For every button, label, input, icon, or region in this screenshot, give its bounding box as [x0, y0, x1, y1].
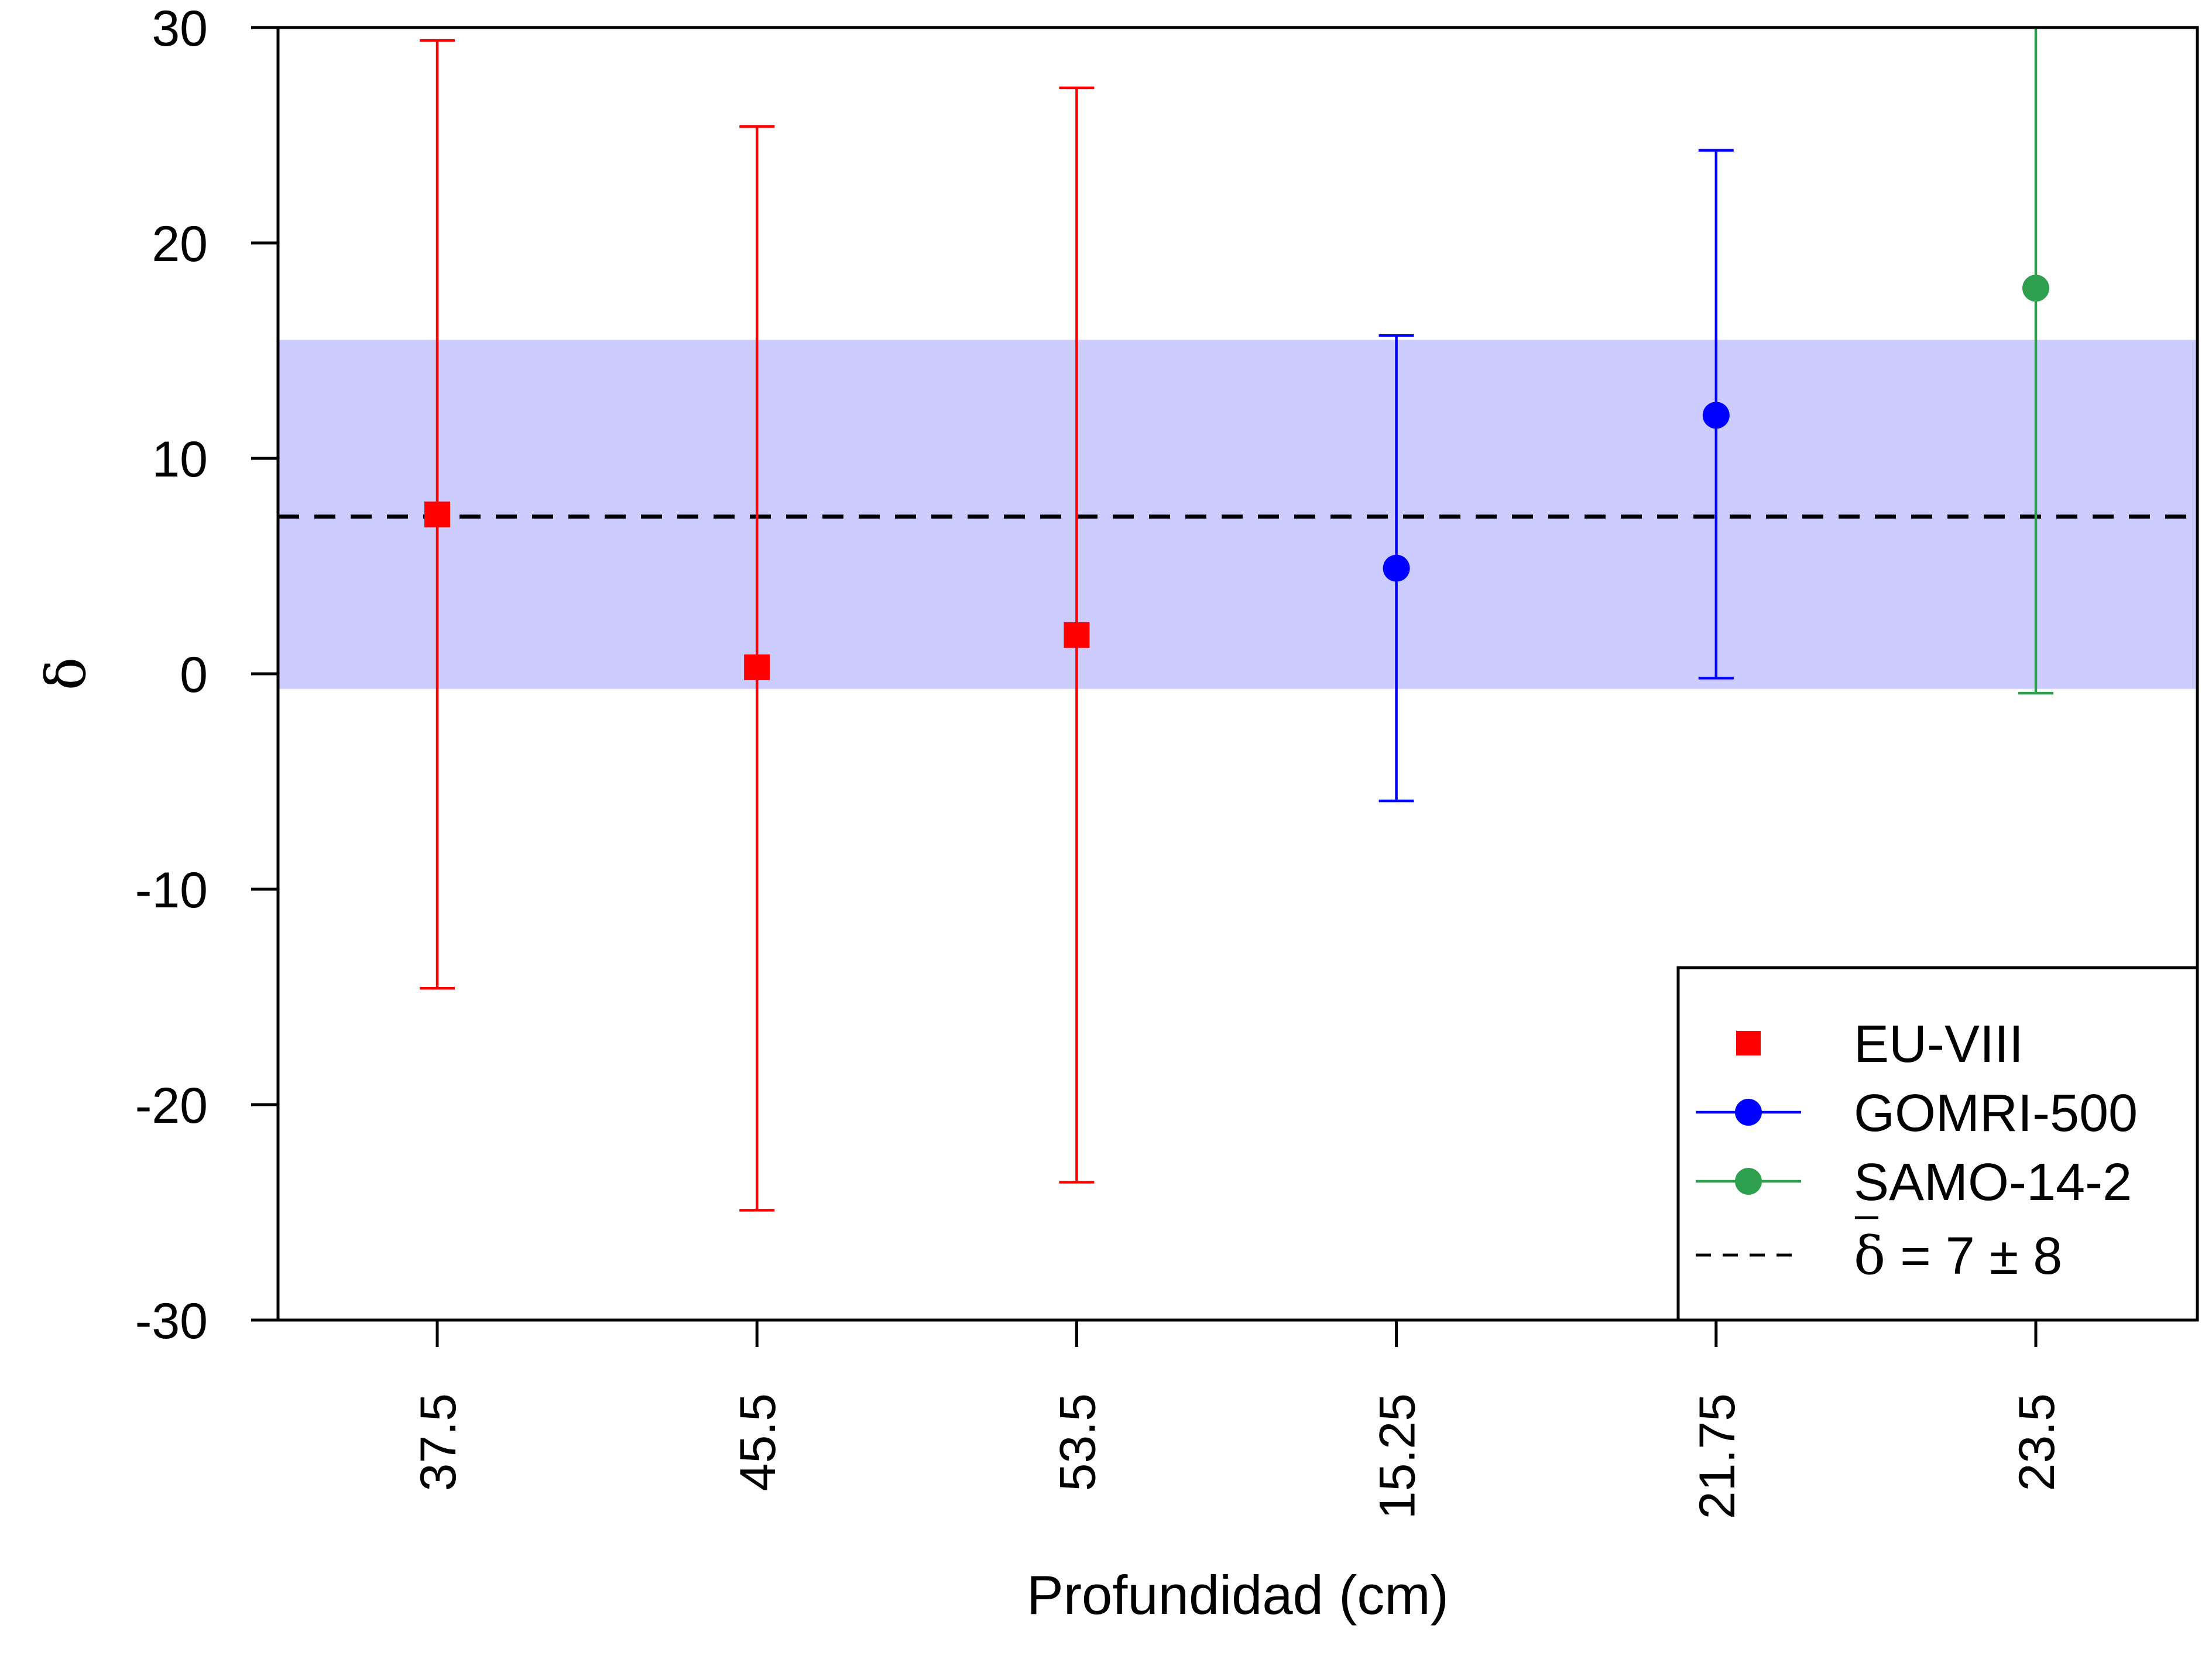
- legend-mean-value: 7: [1946, 1227, 1975, 1286]
- point-samo-14-2: [2022, 275, 2049, 302]
- x-tick-label: 23.5: [2009, 1393, 2065, 1491]
- y-tick-label: -20: [135, 1078, 208, 1134]
- legend-mean-error: 8: [2033, 1227, 2062, 1286]
- legend-label-mean: δ = 7 ± 8: [1854, 1225, 2062, 1287]
- legend-label-samo-14-2: SAMO-14-2: [1854, 1153, 2132, 1212]
- x-tick-label: 37.5: [410, 1393, 467, 1491]
- x-axis-title: Profundidad (cm): [1027, 1564, 1449, 1626]
- legend-label-gomri-500: GOMRI-500: [1854, 1084, 2138, 1143]
- legend: EU-VIII GOMRI-500 SAMO-14-2 δ = 7 ± 8: [1676, 966, 2199, 1322]
- y-tick-label: -30: [135, 1293, 208, 1349]
- marker-layer: [424, 275, 2049, 680]
- legend-mean-symbol: δ: [1854, 1225, 1885, 1287]
- band-layer: [278, 340, 2197, 689]
- legend-symbol-gomri-500: [1735, 1099, 1762, 1126]
- legend-item-gomri-500: GOMRI-500: [1696, 1084, 2138, 1143]
- legend-box: [1676, 966, 2199, 1322]
- y-tick-label: 10: [152, 431, 208, 488]
- point-eu-viii: [424, 501, 450, 527]
- legend-symbol-eu-viii: [1736, 1031, 1761, 1055]
- legend-item-samo-14-2: SAMO-14-2: [1696, 1153, 2132, 1212]
- y-tick-label: 20: [152, 216, 208, 272]
- y-axis-title: δ: [35, 657, 98, 691]
- legend-item-eu-viii: EU-VIII: [1736, 1015, 2024, 1074]
- errorbar-samo-14-2: [2018, 28, 2053, 695]
- point-eu-viii: [1064, 622, 1090, 648]
- legend-symbol-samo-14-2: [1735, 1168, 1762, 1195]
- point-gomri-500: [1702, 402, 1730, 429]
- point-eu-viii: [744, 654, 770, 680]
- legend-label-eu-viii: EU-VIII: [1854, 1015, 2024, 1074]
- legend-mean-pm: ±: [1975, 1227, 2033, 1286]
- y-tick-label: 30: [152, 1, 208, 57]
- legend-mean-equals: =: [1885, 1227, 1946, 1286]
- x-tick-label: 21.75: [1689, 1393, 1745, 1519]
- legend-item-mean: δ = 7 ± 8: [1696, 1216, 2062, 1287]
- point-gomri-500: [1383, 554, 1410, 582]
- y-tick-label: 0: [180, 647, 208, 703]
- x-tick-label: 45.5: [730, 1393, 786, 1491]
- x-tick-label: 15.25: [1370, 1393, 1426, 1519]
- y-tick-label: -10: [135, 862, 208, 918]
- axis-layer: 30 20 10 0 -10 -20 -30 37.5 45.5 53.5 15.25 21.75 23…: [35, 1, 2199, 1626]
- mean-uncertainty-band: [278, 340, 2197, 689]
- x-tick-label: 53.5: [1050, 1393, 1106, 1491]
